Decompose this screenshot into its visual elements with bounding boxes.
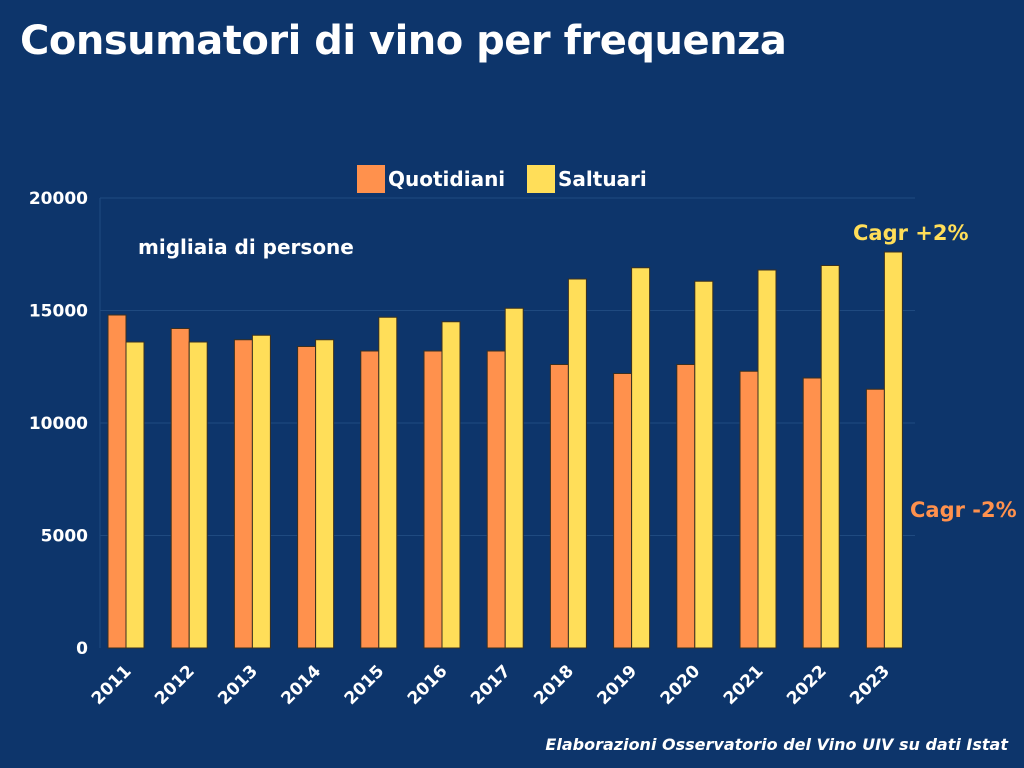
x-tick-label: 2017	[467, 661, 515, 709]
bar-quotidiani-2013	[233, 339, 253, 649]
bar-quotidiani-2018	[549, 364, 569, 649]
y-tick-label: 20000	[29, 189, 88, 209]
bar-saltuari-2019	[631, 267, 651, 649]
bar-quotidiani-2022	[802, 377, 822, 649]
annotation-cagr-quotidiani: Cagr -2%	[910, 498, 1017, 522]
x-tick-label: 2019	[594, 661, 642, 709]
bar-saltuari-2017	[504, 307, 524, 649]
bar-saltuari-2013	[251, 334, 271, 649]
x-tick-label: 2018	[530, 661, 578, 709]
legend-label: Quotidiani	[388, 167, 505, 191]
x-tick-label: 2022	[783, 661, 831, 709]
bar-quotidiani-2011	[107, 314, 127, 649]
bar-quotidiani-2012	[170, 328, 190, 649]
bar-quotidiani-2015	[360, 350, 380, 649]
x-tick-label: 2015	[341, 661, 389, 709]
annotation-cagr-saltuari: Cagr +2%	[853, 221, 969, 245]
legend-swatch-saltuari	[527, 165, 555, 193]
bar-quotidiani-2017	[486, 350, 506, 649]
x-tick-label: 2021	[720, 661, 768, 709]
x-tick-label: 2011	[88, 661, 136, 709]
x-tick-label: 2020	[657, 661, 705, 709]
y-tick-label: 15000	[29, 302, 88, 322]
y-axis-unit-label: migliaia di persone	[138, 235, 354, 259]
y-tick-label: 5000	[41, 527, 88, 547]
chart-title: Consumatori di vino per frequenza	[20, 18, 787, 64]
x-tick-label: 2012	[151, 661, 199, 709]
bar-quotidiani-2021	[739, 370, 759, 649]
bar-saltuari-2015	[378, 316, 398, 649]
bar-saltuari-2023	[883, 251, 903, 649]
bar-quotidiani-2014	[297, 346, 317, 649]
x-tick-label: 2013	[214, 661, 262, 709]
source-note: Elaborazioni Osservatorio del Vino UIV s…	[545, 735, 1008, 754]
y-tick-label: 10000	[29, 414, 88, 434]
bar-saltuari-2012	[188, 341, 208, 649]
bar-quotidiani-2016	[423, 350, 443, 649]
x-tick-label: 2014	[278, 661, 326, 709]
bar-saltuari-2011	[125, 341, 145, 649]
bar-quotidiani-2019	[613, 373, 633, 649]
bar-saltuari-2022	[820, 265, 840, 649]
bar-quotidiani-2020	[676, 364, 696, 649]
bar-saltuari-2014	[315, 339, 335, 649]
bar-saltuari-2018	[567, 278, 587, 649]
legend-swatch-quotidiani	[357, 165, 385, 193]
x-tick-label: 2016	[404, 661, 452, 709]
legend-label: Saltuari	[558, 167, 647, 191]
bar-saltuari-2020	[694, 280, 714, 649]
bar-saltuari-2021	[757, 269, 777, 649]
x-tick-label: 2023	[846, 661, 894, 709]
y-tick-label: 0	[76, 639, 88, 659]
bar-quotidiani-2023	[865, 388, 885, 649]
bar-saltuari-2016	[441, 321, 461, 649]
